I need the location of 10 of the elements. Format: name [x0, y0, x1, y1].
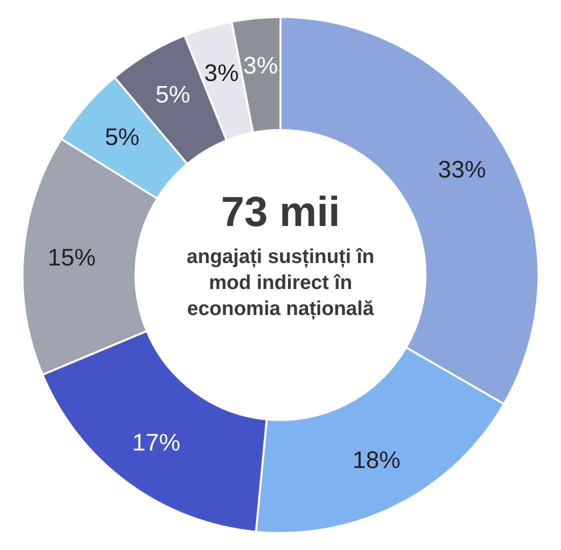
data-label: 15%	[48, 244, 96, 272]
data-label: 18%	[352, 447, 401, 474]
text: angajați susținuți în mod indirect în economia națională	[186, 246, 375, 320]
data-label: 3%	[243, 52, 278, 80]
text: 73 mii	[220, 188, 340, 235]
data-label: 33%	[438, 156, 486, 184]
data-label: 5%	[156, 81, 190, 108]
data-label: 5%	[104, 124, 140, 151]
data-label: 17%	[132, 430, 180, 457]
data-label: 3%	[204, 60, 239, 87]
